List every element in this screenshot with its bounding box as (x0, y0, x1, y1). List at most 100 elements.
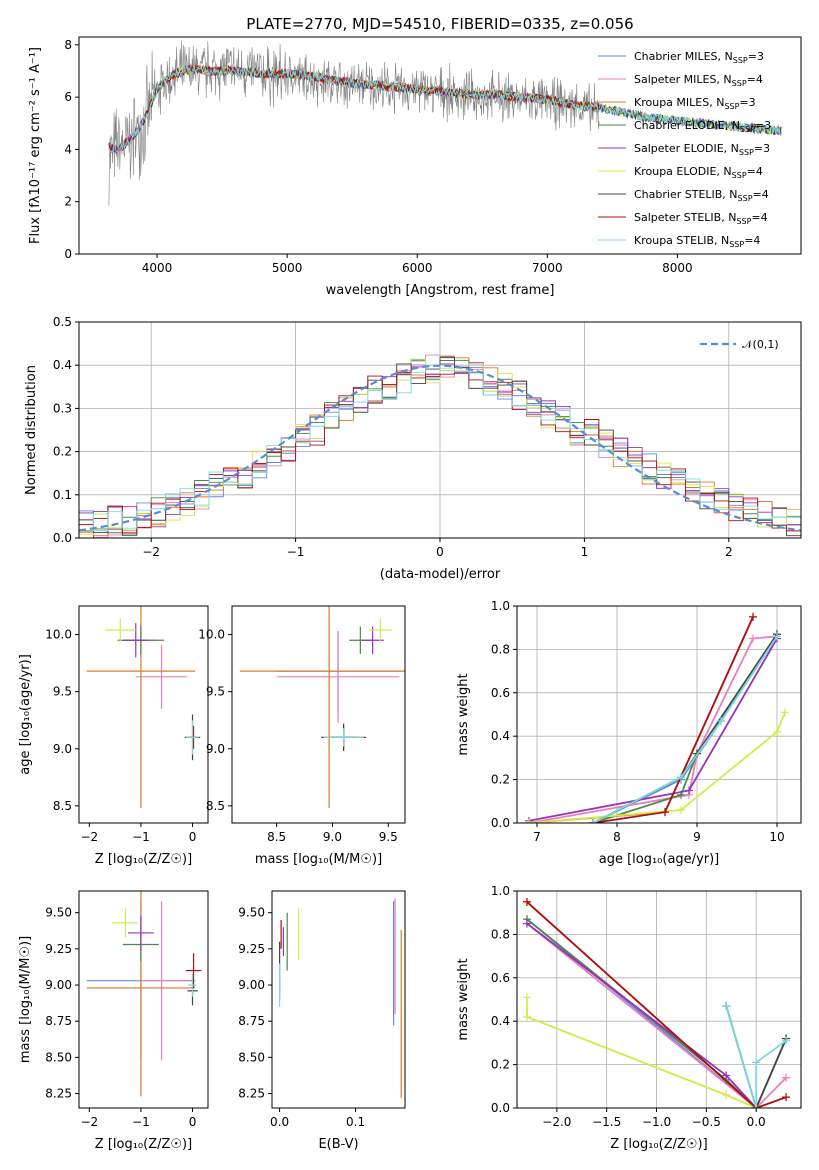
legend-sub-6: SSP (738, 194, 753, 203)
x-axis-label: mass [log₁₀(M/M☉)] (255, 852, 382, 867)
weight-marker-8-3 (782, 1036, 791, 1045)
weight-marker-5-0 (525, 819, 533, 823)
errorbar-point-5 (369, 618, 392, 642)
weight-marker-4-1 (685, 786, 693, 795)
errorbar-point-1 (135, 644, 188, 709)
x-tick-label-4: 2 (725, 545, 733, 559)
x-tick-label-3: 1 (581, 545, 589, 559)
y-tick-label-0: 0.0 (53, 531, 72, 545)
legend-label-5: Kroupa ELODIE, NSSP=4 (634, 165, 763, 180)
y-tick-label-3: 0.6 (491, 971, 510, 985)
y-tick-label-5: 9.50 (238, 906, 265, 920)
y-tick-label-2: 8.75 (45, 1014, 72, 1028)
weight-marker-8-3 (773, 632, 781, 641)
y-tick-label-1: 0.1 (53, 488, 72, 502)
y-tick-label-2: 0.4 (491, 1014, 510, 1028)
y-tick-label-1: 0.2 (491, 773, 510, 787)
plot-area (86, 891, 202, 1097)
x-tick-label-1: 9.0 (323, 830, 342, 844)
y-tick-label-4: 8 (64, 38, 72, 52)
y-tick-label-0: 8.25 (238, 1087, 265, 1101)
axes-frame (516, 890, 802, 1109)
legend-sub-7: SSP (736, 217, 751, 226)
legend-eq-8: =4 (744, 234, 760, 247)
weight-marker-7-2 (749, 612, 757, 621)
panel-age-vs-mass: 8.5 9.0 9.5 8.5 9.0 9.5 10.0 mass [log₁₀(M/M☉)] (198, 605, 406, 867)
weight-line-8 (592, 635, 778, 823)
x-axis-label: wavelength [Angstrom, rest frame] (326, 283, 555, 298)
y-axis-label: mass weight (456, 673, 471, 755)
x-tick-label-0: 8.5 (267, 830, 286, 844)
y-tick-label-1: 2 (64, 195, 72, 209)
x-tick-label-1: 8 (613, 830, 621, 844)
x-tick-label-1: −1 (287, 545, 305, 559)
weight-marker-5-3 (781, 708, 789, 717)
y-tick-label-5: 1.0 (491, 599, 510, 613)
weight-line-1 (526, 922, 787, 1108)
panel-mass-vs-ebv: 0.0 0.1 8.25 8.50 8.75 9.00 9.25 9.50 E(B-V) (238, 890, 406, 1152)
y-axis-label: age [log₁₀(age/yr)] (18, 654, 33, 775)
y-tick-label-2: 9.5 (53, 685, 72, 699)
x-tick-label-2: 0 (189, 1115, 197, 1129)
x-tick-label-4: 8000 (662, 261, 693, 275)
x-axis-label: (data-model)/error (380, 567, 501, 582)
legend-sub-3: SSP (740, 125, 755, 134)
legend-sub-5: SSP (732, 171, 747, 180)
y-axis-label: mass weight (456, 958, 471, 1040)
weight-marker-4-0 (522, 919, 531, 928)
legend-label-1: Salpeter MILES, NSSP=4 (634, 73, 763, 88)
x-axis-label: Z [log₁₀(Z/Z☉)] (610, 1137, 707, 1152)
weight-marker-8-2 (717, 717, 725, 726)
y-tick-label-2: 4 (64, 142, 72, 156)
plot-area (522, 897, 791, 1108)
y-tick-label-1: 8.50 (238, 1050, 265, 1064)
x-tick-label-3: −0.5 (692, 1115, 721, 1129)
axes-frame (78, 36, 802, 255)
weight-marker-7-0 (522, 897, 531, 906)
axes-frame (78, 605, 209, 824)
y-tick-label-5: 0.5 (53, 315, 72, 329)
x-tick-label-4: 0.0 (747, 1115, 766, 1129)
errorbar-point-4 (122, 623, 149, 658)
legend-eq-2: =3 (739, 96, 755, 109)
weight-marker-4-1 (722, 1071, 731, 1080)
panel-age-vs-Z: −2 −1 0 8.5 9.0 9.5 10.0 Z [log₁₀(Z/Z☉)] age [lo… (18, 605, 209, 867)
y-tick-label-3: 10.0 (198, 628, 225, 642)
x-tick-label-2: 9.5 (379, 830, 398, 844)
legend-sub-1: SSP (732, 79, 747, 88)
weight-line-7 (526, 901, 787, 1108)
x-axis-label: E(B-V) (318, 1137, 358, 1152)
legend-sub-2: SSP (724, 102, 739, 111)
legend-eq-7: =4 (751, 211, 767, 224)
legend-label-2: Kroupa MILES, NSSP=3 (634, 96, 756, 111)
x-tick-label-2: 0 (436, 545, 444, 559)
x-tick-label-1: −1 (132, 1115, 150, 1129)
axes-frame (271, 890, 406, 1109)
weight-marker-7-2 (782, 1093, 791, 1102)
errorbar-point-2 (86, 606, 196, 809)
weight-marker-5-2 (722, 1090, 731, 1099)
y-tick-label-1: 8.50 (45, 1050, 72, 1064)
y-tick-label-2: 9.5 (206, 685, 225, 699)
legend-label-8: Kroupa STELIB, NSSP=4 (634, 234, 760, 249)
x-tick-label-1: 5000 (272, 261, 303, 275)
plot-area (279, 898, 402, 1098)
legend-label-0: Chabrier MILES, NSSP=3 (634, 50, 764, 65)
y-tick-label-3: 9.00 (45, 978, 72, 992)
x-tick-label-1: −1.5 (592, 1115, 621, 1129)
x-axis-label: Z [log₁₀(Z/Z☉)] (95, 852, 192, 867)
x-tick-label-0: −2 (142, 545, 160, 559)
x-tick-label-0: 0.0 (270, 1115, 289, 1129)
errorbar-point-8 (323, 728, 364, 747)
errorbar-point-7 (185, 953, 202, 988)
x-tick-label-2: 9 (693, 830, 701, 844)
figure-title: PLATE=2770, MJD=54510, FIBERID=0335, z=0… (246, 15, 633, 33)
legend-sub-0: SSP (733, 56, 748, 65)
legend-eq-0: =3 (748, 50, 764, 63)
y-tick-label-4: 9.25 (45, 942, 72, 956)
panel-residuals: −2 −1 0 1 2 0.0 0.1 0.2 0.3 0.4 0.5 (data-model)/er… (24, 315, 802, 582)
x-tick-label-2: 6000 (402, 261, 433, 275)
y-tick-label-5: 9.50 (45, 906, 72, 920)
